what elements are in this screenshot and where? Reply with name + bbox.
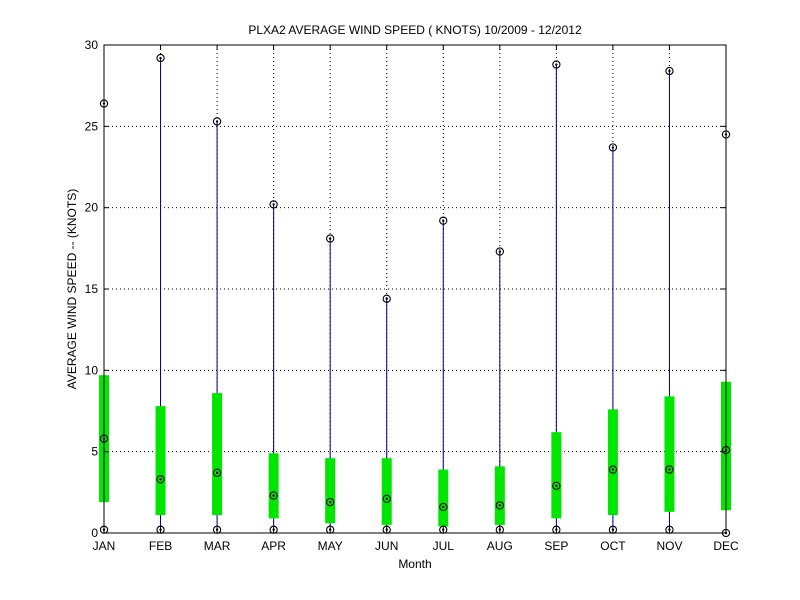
max-marker-dot: [159, 56, 162, 60]
median-marker: [156, 475, 165, 484]
x-tick-label: DEC: [713, 539, 739, 553]
y-tick-label: 15: [85, 282, 99, 296]
x-tick-label: MAY: [318, 539, 343, 553]
iqr-box: [212, 393, 223, 516]
box-group-feb: [155, 53, 166, 534]
max-marker-dot: [668, 69, 671, 73]
x-tick-label: APR: [261, 539, 286, 553]
median-marker-dot: [555, 484, 558, 488]
y-tick-label: 10: [85, 363, 99, 377]
median-marker: [665, 465, 674, 474]
median-marker-dot: [385, 497, 388, 501]
max-marker: [212, 117, 222, 126]
x-tick-label: JAN: [93, 539, 116, 553]
median-marker: [608, 465, 618, 474]
median-marker-dot: [611, 468, 615, 471]
max-marker: [495, 247, 504, 256]
max-marker: [269, 200, 278, 209]
y-tick-label: 5: [91, 445, 98, 459]
median-marker: [326, 497, 335, 507]
iqr-box: [155, 406, 166, 516]
max-marker-dot: [385, 297, 388, 300]
x-tick-label: OCT: [600, 539, 626, 553]
y-tick-label: 0: [91, 526, 98, 540]
box-group-jun: [381, 294, 392, 534]
y-tick-label: 20: [85, 201, 99, 215]
y-axis-label: AVERAGE WIND SPEED -- (KNOTS): [65, 189, 79, 389]
iqr-box: [551, 432, 562, 519]
max-marker: [439, 216, 448, 225]
x-axis-label: Month: [398, 557, 431, 571]
iqr-box: [268, 453, 279, 519]
axis-ticks: 0 5 10 15 20 25 30 JAN FEB MAR APR MAY JUN JUL AUG SEP O…: [85, 38, 739, 553]
median-marker-dot: [215, 471, 219, 475]
iqr-box: [664, 396, 675, 512]
max-marker: [382, 294, 391, 303]
iqr-box: [494, 466, 505, 525]
max-marker-dot: [498, 250, 502, 253]
x-tick-label: NOV: [656, 539, 682, 553]
median-marker-dot: [442, 505, 445, 509]
max-marker: [608, 143, 618, 152]
max-marker: [326, 234, 335, 243]
x-tick-label: JUL: [433, 539, 455, 553]
x-tick-label: MAR: [204, 539, 231, 553]
max-marker: [156, 53, 165, 63]
x-tick-label: AUG: [487, 539, 513, 553]
max-marker-dot: [272, 203, 275, 206]
plot-area: [104, 45, 726, 533]
median-marker: [212, 468, 222, 477]
max-marker-dot: [442, 219, 445, 222]
max-marker: [552, 60, 561, 69]
iqr-box: [438, 469, 449, 527]
median-marker: [382, 494, 391, 503]
box-group-aug: [494, 247, 505, 534]
max-marker: [665, 66, 674, 76]
iqr-box: [381, 458, 392, 525]
max-marker-dot: [555, 63, 558, 66]
box-group-jul: [438, 216, 449, 534]
box-group-may: [325, 234, 336, 534]
median-marker: [552, 481, 561, 490]
max-marker-dot: [328, 237, 332, 240]
y-tick-label: 30: [85, 38, 99, 52]
median-marker: [439, 502, 448, 512]
y-tick-label: 25: [85, 119, 99, 133]
iqr-box: [325, 458, 336, 524]
x-tick-label: JUN: [375, 539, 398, 553]
x-tick-label: FEB: [149, 539, 172, 553]
max-marker-dot: [215, 120, 219, 123]
chart-title: PLXA2 AVERAGE WIND SPEED ( KNOTS) 10/200…: [248, 23, 582, 37]
x-tick-label: SEP: [544, 539, 568, 553]
median-marker-dot: [668, 468, 671, 471]
median-marker-dot: [328, 500, 332, 504]
median-marker-dot: [159, 478, 162, 481]
median-marker: [269, 491, 278, 500]
median-marker-dot: [272, 494, 275, 497]
max-marker-dot: [611, 146, 615, 149]
median-marker: [495, 501, 504, 510]
iqr-box: [607, 409, 618, 516]
box-group-apr: [268, 200, 279, 534]
median-marker-dot: [498, 504, 502, 507]
